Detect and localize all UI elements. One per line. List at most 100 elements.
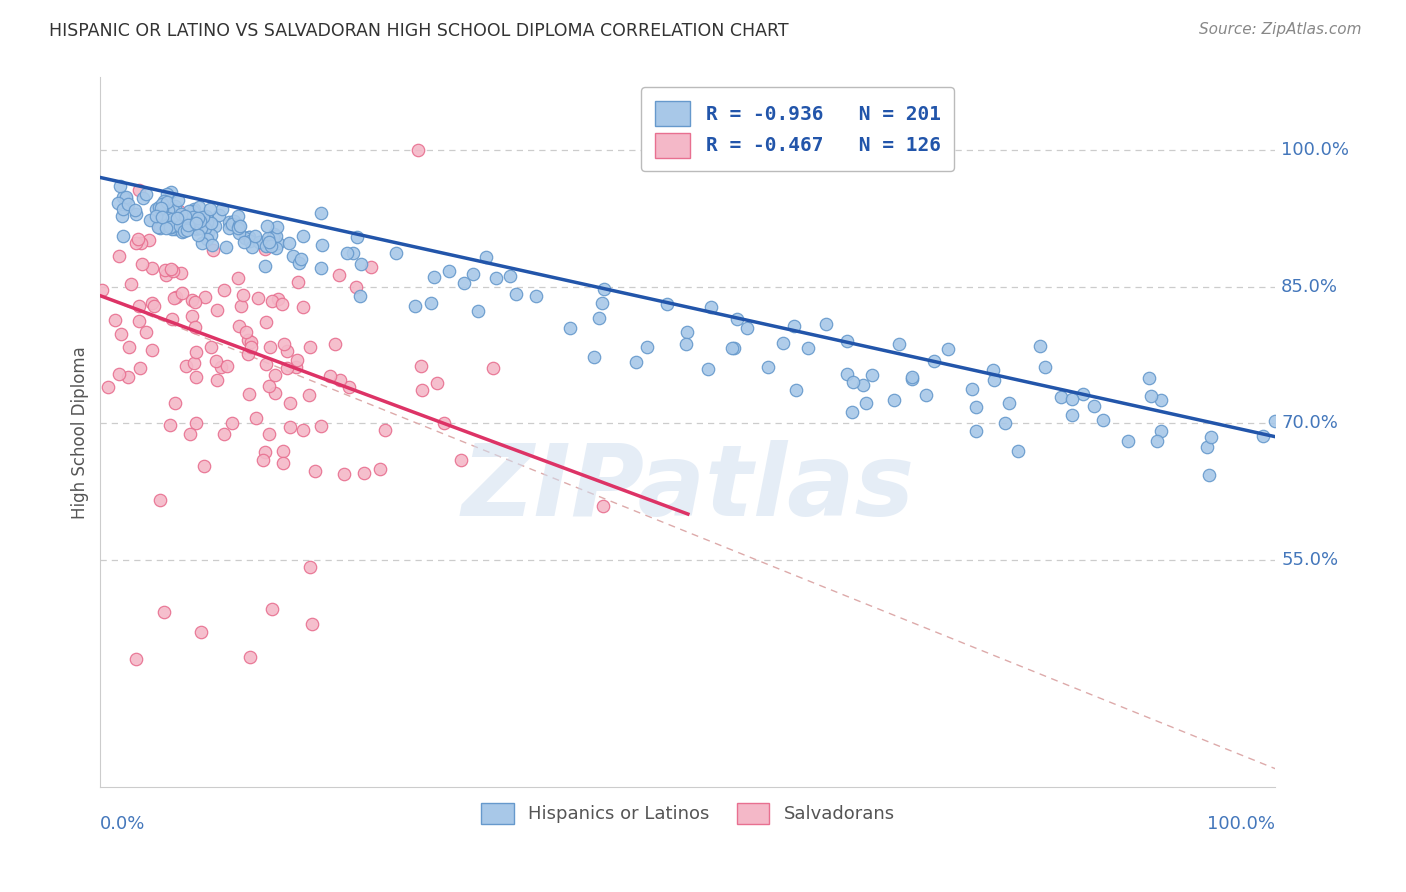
Point [1116,434,1139,449]
Point [204,219,226,234]
Point [260,238,283,252]
Text: 100.0%: 100.0% [1281,141,1350,159]
Point [273,337,295,351]
Point [176,223,198,237]
Point [254,238,277,252]
Point [235,325,257,339]
Point [624,355,647,369]
Point [184,222,207,236]
Point [181,309,204,323]
Point [756,360,779,375]
Point [111,202,134,216]
Point [1050,390,1073,404]
Point [117,370,139,384]
Point [239,650,262,665]
Point [174,359,197,373]
Point [238,387,260,401]
Point [994,416,1017,430]
Point [184,416,207,430]
Point [592,499,614,513]
Point [228,218,250,232]
Point [190,625,212,640]
Point [160,220,183,235]
Point [165,290,187,304]
Point [191,235,214,250]
Point [190,220,212,235]
Point [159,219,181,234]
Point [91,283,114,297]
Text: ZIPatlas: ZIPatlas [461,441,914,538]
Point [254,243,277,257]
Point [156,211,179,226]
Point [287,275,309,289]
Point [450,452,472,467]
Point [226,271,249,285]
Point [160,212,183,227]
Point [156,219,179,233]
Point [110,179,132,194]
Point [191,210,214,224]
Point [271,457,294,471]
Point [238,229,260,244]
Point [997,396,1019,410]
Point [170,225,193,239]
Point [256,219,278,233]
Point [323,337,346,351]
Point [169,207,191,221]
Point [212,283,235,297]
Point [1091,413,1114,427]
Point [138,233,160,247]
Point [350,257,373,271]
Point [1007,443,1029,458]
Point [148,200,170,214]
Point [162,263,184,277]
Point [129,360,152,375]
Point [212,426,235,441]
Point [186,216,208,230]
Point [266,219,288,234]
Point [309,418,332,433]
Point [176,216,198,230]
Point [291,228,314,243]
Text: HISPANIC OR LATINO VS SALVADORAN HIGH SCHOOL DIPLOMA CORRELATION CHART: HISPANIC OR LATINO VS SALVADORAN HIGH SC… [49,22,789,40]
Point [150,202,173,216]
Point [186,345,208,359]
Point [841,405,863,419]
Point [173,210,195,224]
Point [167,204,190,219]
Point [205,303,228,318]
Point [135,187,157,202]
Point [983,373,1005,387]
Point [169,219,191,233]
Point [290,252,312,267]
Point [207,208,229,222]
Point [901,371,924,385]
Point [188,200,211,214]
Point [179,427,201,442]
Point [97,380,120,394]
Point [267,235,290,250]
Point [922,354,945,368]
Point [153,263,176,277]
Point [264,368,287,382]
Point [149,492,172,507]
Point [169,213,191,227]
Point [453,276,475,290]
Point [159,262,181,277]
Point [110,326,132,341]
Point [120,277,142,291]
Point [257,231,280,245]
Point [342,246,364,260]
Point [135,325,157,339]
Point [965,401,987,415]
Point [463,267,485,281]
Point [131,257,153,271]
Point [271,443,294,458]
Point [591,295,613,310]
Point [264,229,287,244]
Point [166,211,188,226]
Point [141,343,163,357]
Point [783,318,806,333]
Point [156,202,179,217]
Point [200,202,222,217]
